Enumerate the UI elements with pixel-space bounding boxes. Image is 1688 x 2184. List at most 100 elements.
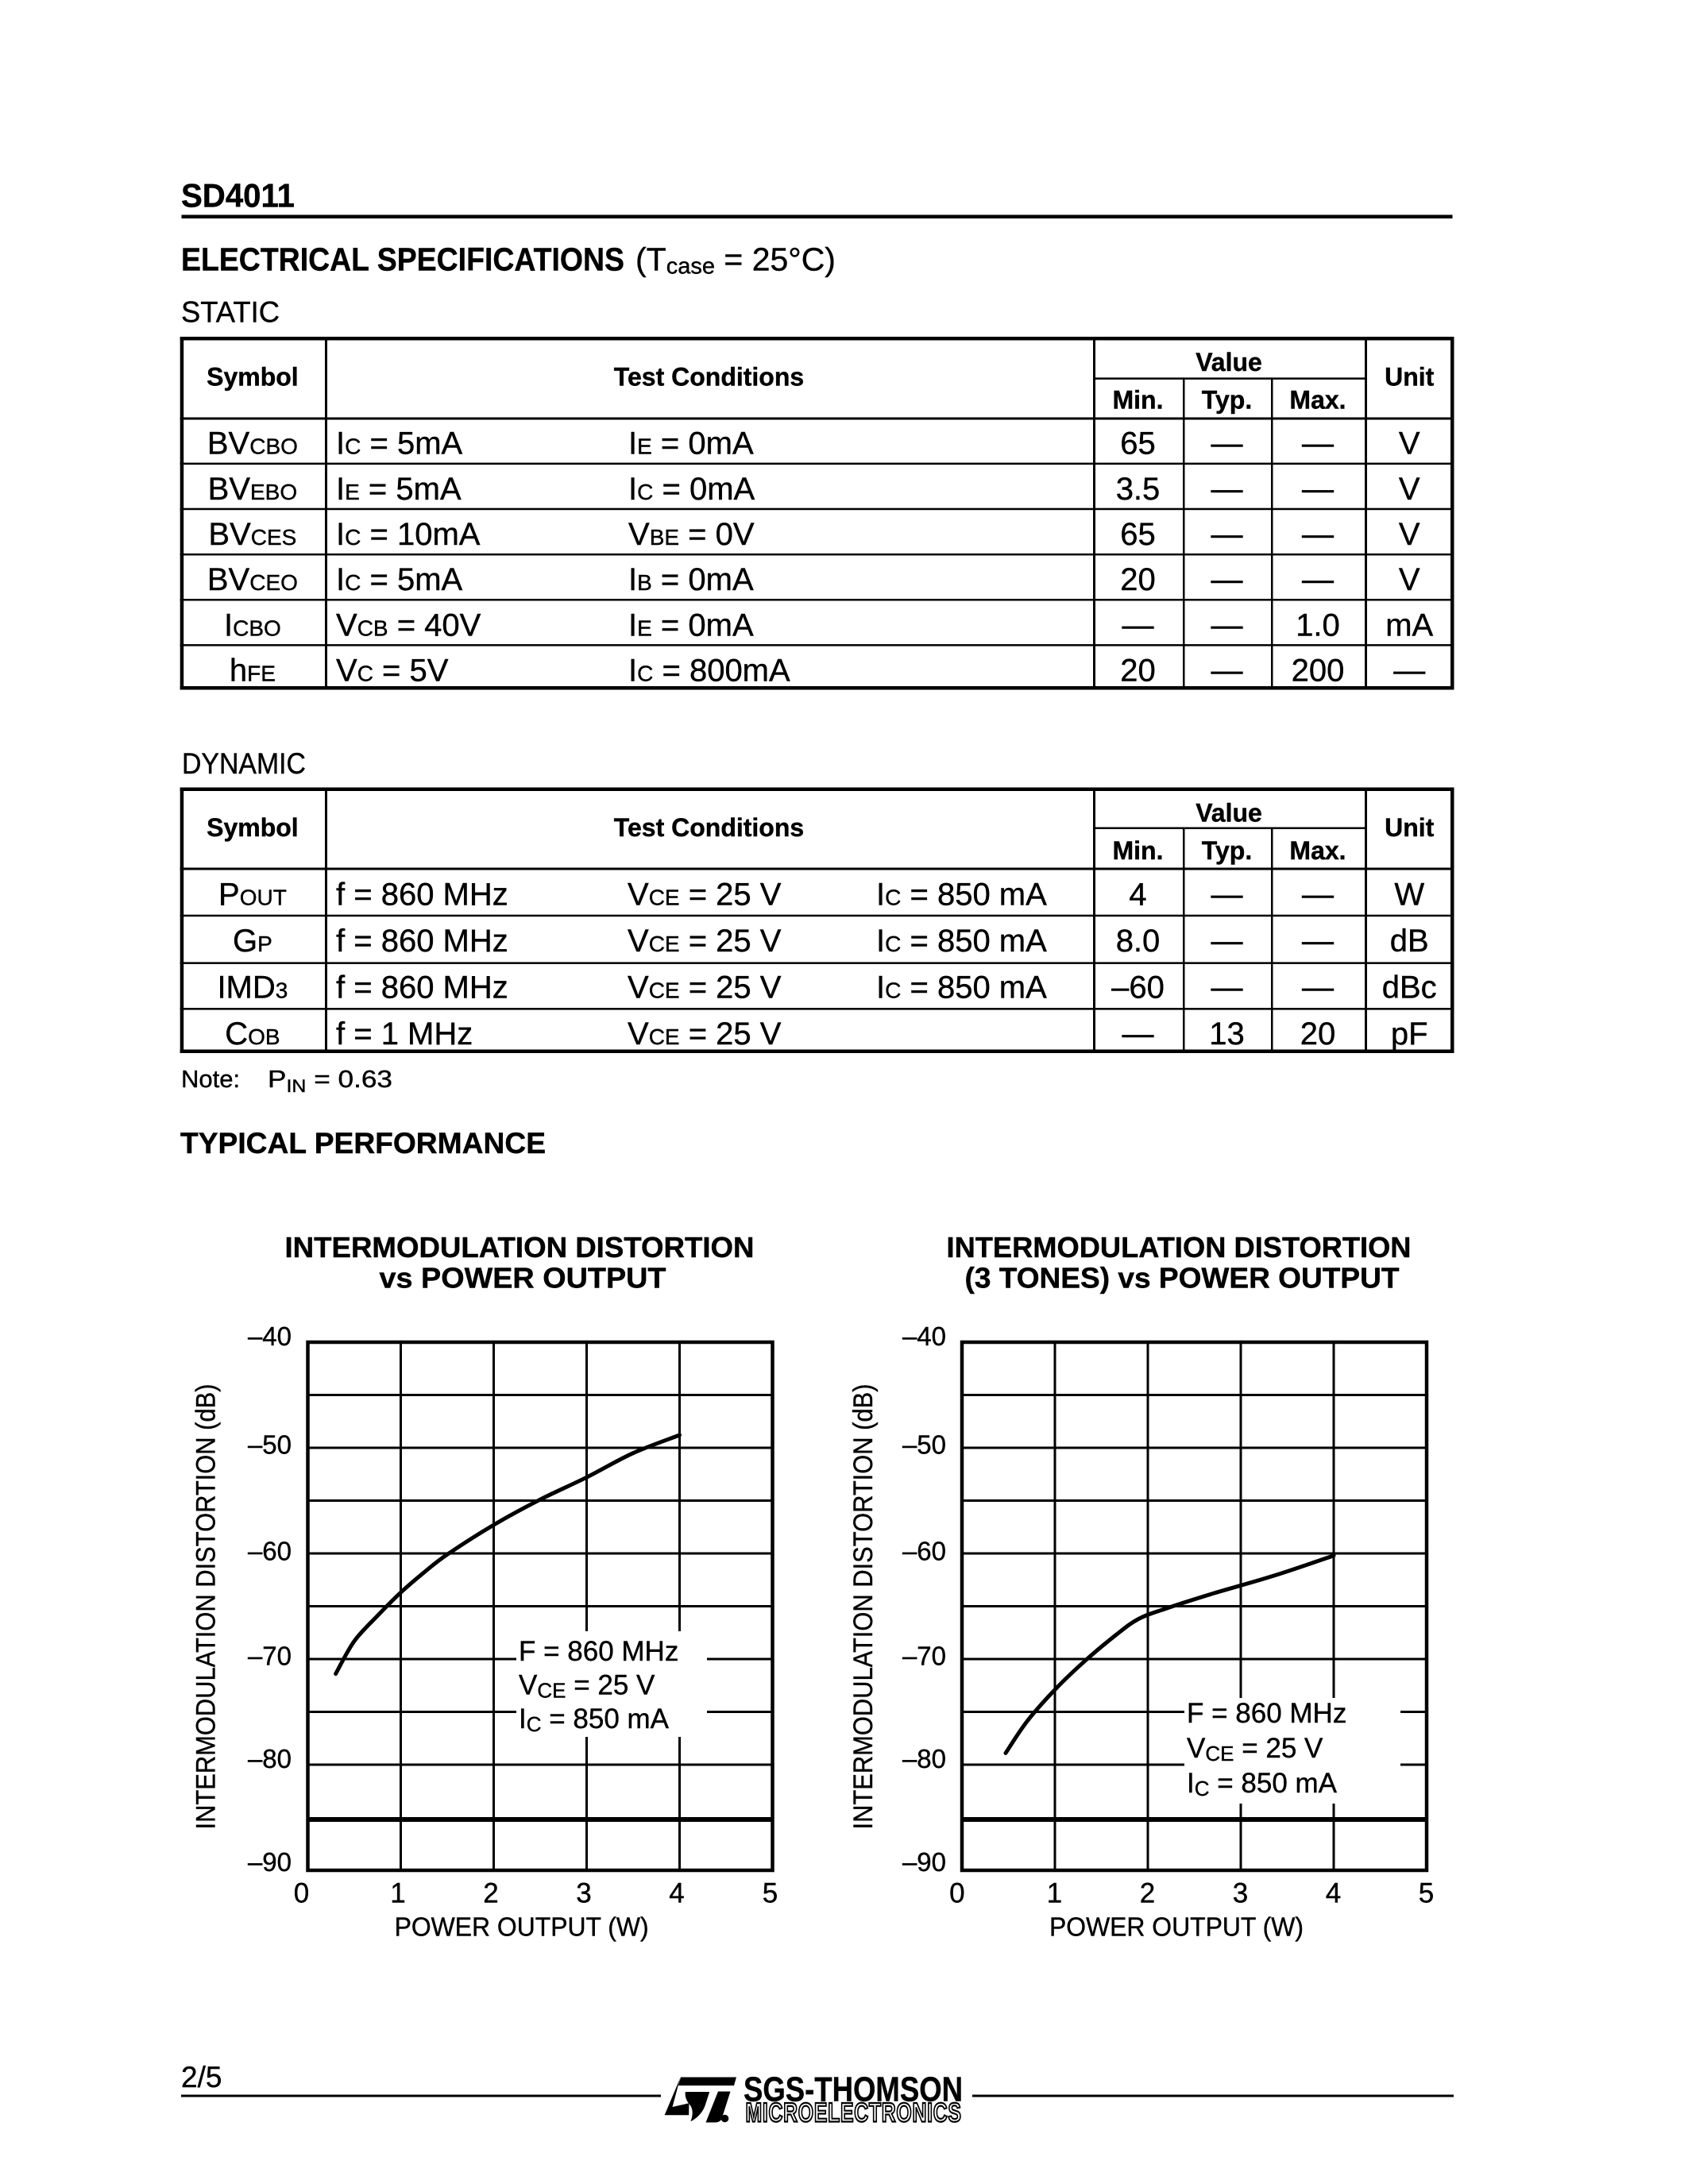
svg-text:–40: –40 [248,1322,292,1351]
svg-text:1: 1 [390,1878,405,1909]
svg-text:—: — [1122,1017,1154,1051]
svg-text:3: 3 [1233,1878,1248,1909]
svg-text:20: 20 [1120,653,1156,688]
svg-text:—: — [1211,472,1243,507]
svg-text:mA: mA [1385,608,1433,642]
svg-text:0: 0 [294,1878,309,1909]
svg-text:4: 4 [669,1878,684,1909]
svg-text:INTERMODULATION DISTORTION: INTERMODULATION DISTORTION [285,1231,755,1264]
svg-text:COB: COB [225,1017,280,1051]
svg-text:200: 200 [1292,653,1345,688]
svg-text:Test Conditions: Test Conditions [614,813,804,842]
svg-text:V: V [1399,517,1420,552]
svg-text:–60: –60 [248,1537,292,1566]
svg-text:–60: –60 [1111,970,1165,1005]
svg-text:Max.: Max. [1289,386,1346,415]
svg-text:2: 2 [483,1878,498,1909]
svg-text:dBc: dBc [1382,970,1437,1005]
svg-text:2: 2 [1140,1878,1155,1909]
svg-text:—: — [1302,970,1334,1005]
svg-text:IC = 850 mA: IC = 850 mA [876,878,1047,913]
svg-text:ELECTRICAL SPECIFICATIONS: ELECTRICAL SPECIFICATIONS [181,241,624,278]
svg-text:f = 860 MHz: f = 860 MHz [336,970,508,1005]
svg-text:–90: –90 [902,1847,946,1877]
svg-text:SGS-THOMSON: SGS-THOMSON [744,2070,963,2109]
svg-text:—: — [1302,878,1334,913]
svg-text:V: V [1399,426,1420,461]
svg-text:INTERMODULATION DISTORTION: INTERMODULATION DISTORTION [947,1231,1412,1264]
svg-text:Unit: Unit [1385,813,1435,842]
svg-text:SD4011: SD4011 [181,177,295,214]
svg-text:–60: –60 [902,1537,946,1566]
svg-text:Min.: Min. [1113,836,1164,865]
svg-text:—: — [1211,878,1243,913]
svg-text:—: — [1211,426,1243,461]
svg-text:—: — [1211,924,1243,959]
svg-text:—: — [1211,653,1243,688]
svg-text:F = 860 MHz: F = 860 MHz [519,1636,678,1667]
svg-text:20: 20 [1120,562,1156,597]
svg-text:8.0: 8.0 [1116,924,1161,959]
svg-text:GP: GP [233,924,272,959]
svg-text:–50: –50 [902,1430,946,1460]
svg-text:–90: –90 [248,1847,292,1877]
svg-text:—: — [1211,562,1243,597]
svg-text:—: — [1211,517,1243,552]
svg-text:f = 860 MHz: f = 860 MHz [336,924,508,959]
svg-text:IC = 850 mA: IC = 850 mA [519,1704,670,1736]
svg-text:0: 0 [949,1878,964,1909]
svg-text:V: V [1399,562,1420,597]
svg-text:IC = 850 mA: IC = 850 mA [876,970,1047,1005]
svg-text:Unit: Unit [1385,363,1435,392]
svg-text:POWER OUTPUT (W): POWER OUTPUT (W) [1049,1912,1304,1942]
svg-text:(Tcase = 25°C): (Tcase = 25°C) [635,241,836,280]
svg-text:–40: –40 [902,1322,946,1351]
svg-text:–80: –80 [248,1744,292,1773]
svg-text:1.0: 1.0 [1296,608,1340,642]
svg-text:IC = 850 mA: IC = 850 mA [1187,1768,1338,1800]
svg-text:VBE = 0V: VBE = 0V [628,517,755,552]
svg-text:TYPICAL PERFORMANCE: TYPICAL PERFORMANCE [180,1127,546,1160]
svg-text:VC = 5V: VC = 5V [336,653,449,688]
svg-text:dB: dB [1390,924,1429,959]
svg-text:4: 4 [1129,878,1146,913]
svg-text:—: — [1122,608,1154,642]
svg-text:IB = 0mA: IB = 0mA [628,562,754,597]
svg-text:V: V [1399,472,1420,507]
svg-text:IC = 10mA: IC = 10mA [336,517,481,552]
svg-text:Test Conditions: Test Conditions [614,363,804,392]
svg-text:20: 20 [1300,1017,1336,1051]
svg-text:1: 1 [1047,1878,1062,1909]
svg-text:3.5: 3.5 [1116,472,1161,507]
svg-text:4: 4 [1326,1878,1341,1909]
svg-text:(3 TONES) vs POWER OUTPUT: (3 TONES) vs POWER OUTPUT [965,1262,1400,1295]
svg-text:POWER OUTPUT (W): POWER OUTPUT (W) [395,1912,649,1942]
svg-text:STATIC: STATIC [181,295,280,329]
svg-text:IC = 800mA: IC = 800mA [628,653,790,688]
svg-text:Symbol: Symbol [207,813,299,842]
svg-text:—: — [1302,426,1334,461]
svg-text:–70: –70 [248,1642,292,1671]
svg-text:—: — [1393,653,1425,688]
svg-text:—: — [1211,970,1243,1005]
svg-text:Note:: Note: [181,1065,240,1093]
svg-text:INTERMODULATION DISTORTION (: INTERMODULATION DISTORTION (dB) [848,1384,879,1830]
svg-text:vs POWER OUTPUT: vs POWER OUTPUT [380,1262,666,1295]
svg-text:2/5: 2/5 [181,2061,222,2093]
svg-text:13: 13 [1209,1017,1245,1051]
svg-text:Min.: Min. [1113,386,1164,415]
svg-text:Value: Value [1196,799,1262,828]
svg-text:f = 1 MHz: f = 1 MHz [336,1017,473,1051]
svg-text:pF: pF [1391,1017,1428,1051]
svg-text:Symbol: Symbol [207,363,299,392]
svg-text:—: — [1302,562,1334,597]
svg-text:f = 860 MHz: f = 860 MHz [336,878,508,913]
svg-text:Max.: Max. [1289,836,1346,865]
svg-text:—: — [1302,472,1334,507]
svg-text:MICROELECTRONICS: MICROELECTRONICS [746,2098,962,2128]
svg-text:—: — [1302,924,1334,959]
svg-text:–80: –80 [902,1744,946,1773]
svg-text:F = 860 MHz: F = 860 MHz [1187,1698,1346,1729]
svg-text:–70: –70 [902,1642,946,1671]
svg-text:5: 5 [763,1878,778,1909]
